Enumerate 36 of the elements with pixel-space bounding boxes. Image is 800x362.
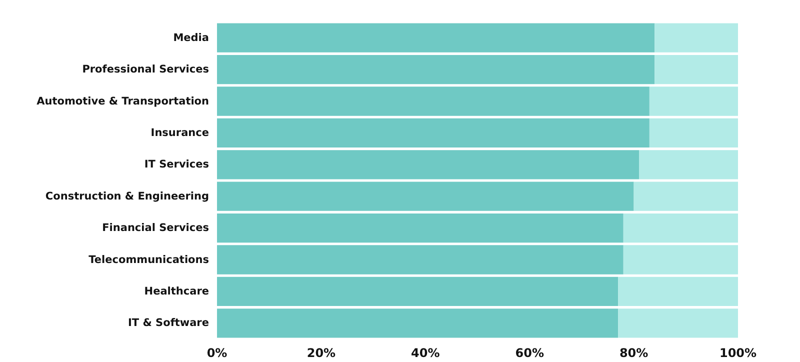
y-tick-label: Telecommunications: [88, 254, 209, 266]
bar: [217, 86, 650, 116]
bar: [654, 54, 738, 84]
x-tick-label: 100%: [719, 346, 757, 360]
y-tick-label: Professional Services: [82, 64, 209, 76]
bar: [649, 86, 738, 116]
x-tick-label: 60%: [515, 346, 544, 360]
bar: [217, 23, 655, 52]
x-tick-label: 80%: [619, 346, 648, 360]
x-tick-label: 20%: [306, 346, 336, 360]
bar: [217, 150, 640, 180]
bar: [623, 213, 738, 243]
bar: [618, 308, 738, 338]
y-tick-label: Automotive & Transportation: [36, 95, 209, 108]
bar: [217, 213, 624, 243]
bar: [639, 150, 738, 180]
y-tick-label: Healthcare: [144, 285, 209, 298]
bar: [649, 118, 738, 148]
bar: [217, 54, 655, 84]
bar: [654, 23, 738, 52]
x-tick-label: 40%: [411, 346, 440, 360]
y-tick-label: IT Services: [144, 158, 209, 171]
bar: [217, 308, 618, 338]
bar: [634, 182, 738, 211]
bar: [217, 182, 634, 211]
y-tick-label: IT & Software: [128, 317, 209, 330]
y-tick-label: Media: [173, 32, 209, 44]
bar: [217, 118, 650, 148]
y-tick-label: Insurance: [150, 126, 209, 139]
bar: [618, 276, 738, 306]
y-tick-label: Construction & Engineering: [45, 190, 209, 202]
x-tick-label: 0%: [206, 346, 228, 360]
bar: [623, 245, 738, 274]
bar: [217, 276, 618, 306]
bar: [217, 245, 624, 274]
y-tick-label: Financial Services: [102, 222, 209, 234]
